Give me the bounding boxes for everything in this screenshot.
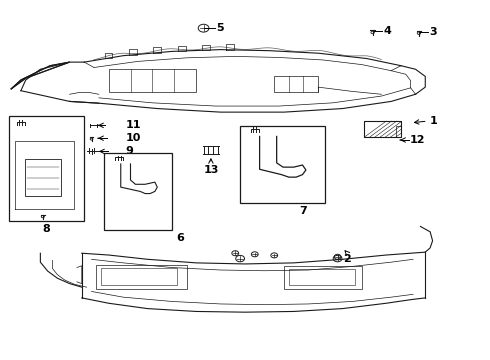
- Text: 5: 5: [216, 23, 223, 33]
- Text: 7: 7: [299, 206, 307, 216]
- Bar: [9, 116, 84, 221]
- Text: 2: 2: [343, 254, 351, 264]
- Bar: [284, 266, 362, 289]
- Text: 10: 10: [125, 133, 141, 143]
- Text: 3: 3: [429, 27, 437, 37]
- Bar: [97, 265, 187, 289]
- Text: 12: 12: [410, 135, 425, 145]
- Text: 1: 1: [430, 116, 438, 126]
- Text: 4: 4: [383, 26, 391, 36]
- Bar: [101, 268, 177, 285]
- Bar: [240, 126, 325, 203]
- Text: 6: 6: [177, 233, 185, 243]
- Bar: [109, 69, 196, 93]
- Text: 13: 13: [203, 165, 219, 175]
- Text: 11: 11: [125, 120, 141, 130]
- Bar: [365, 121, 401, 137]
- Text: 9: 9: [125, 147, 133, 157]
- Bar: [289, 269, 355, 285]
- Text: 8: 8: [43, 224, 50, 234]
- Bar: [104, 153, 172, 230]
- Bar: [274, 76, 318, 93]
- Bar: [25, 158, 61, 196]
